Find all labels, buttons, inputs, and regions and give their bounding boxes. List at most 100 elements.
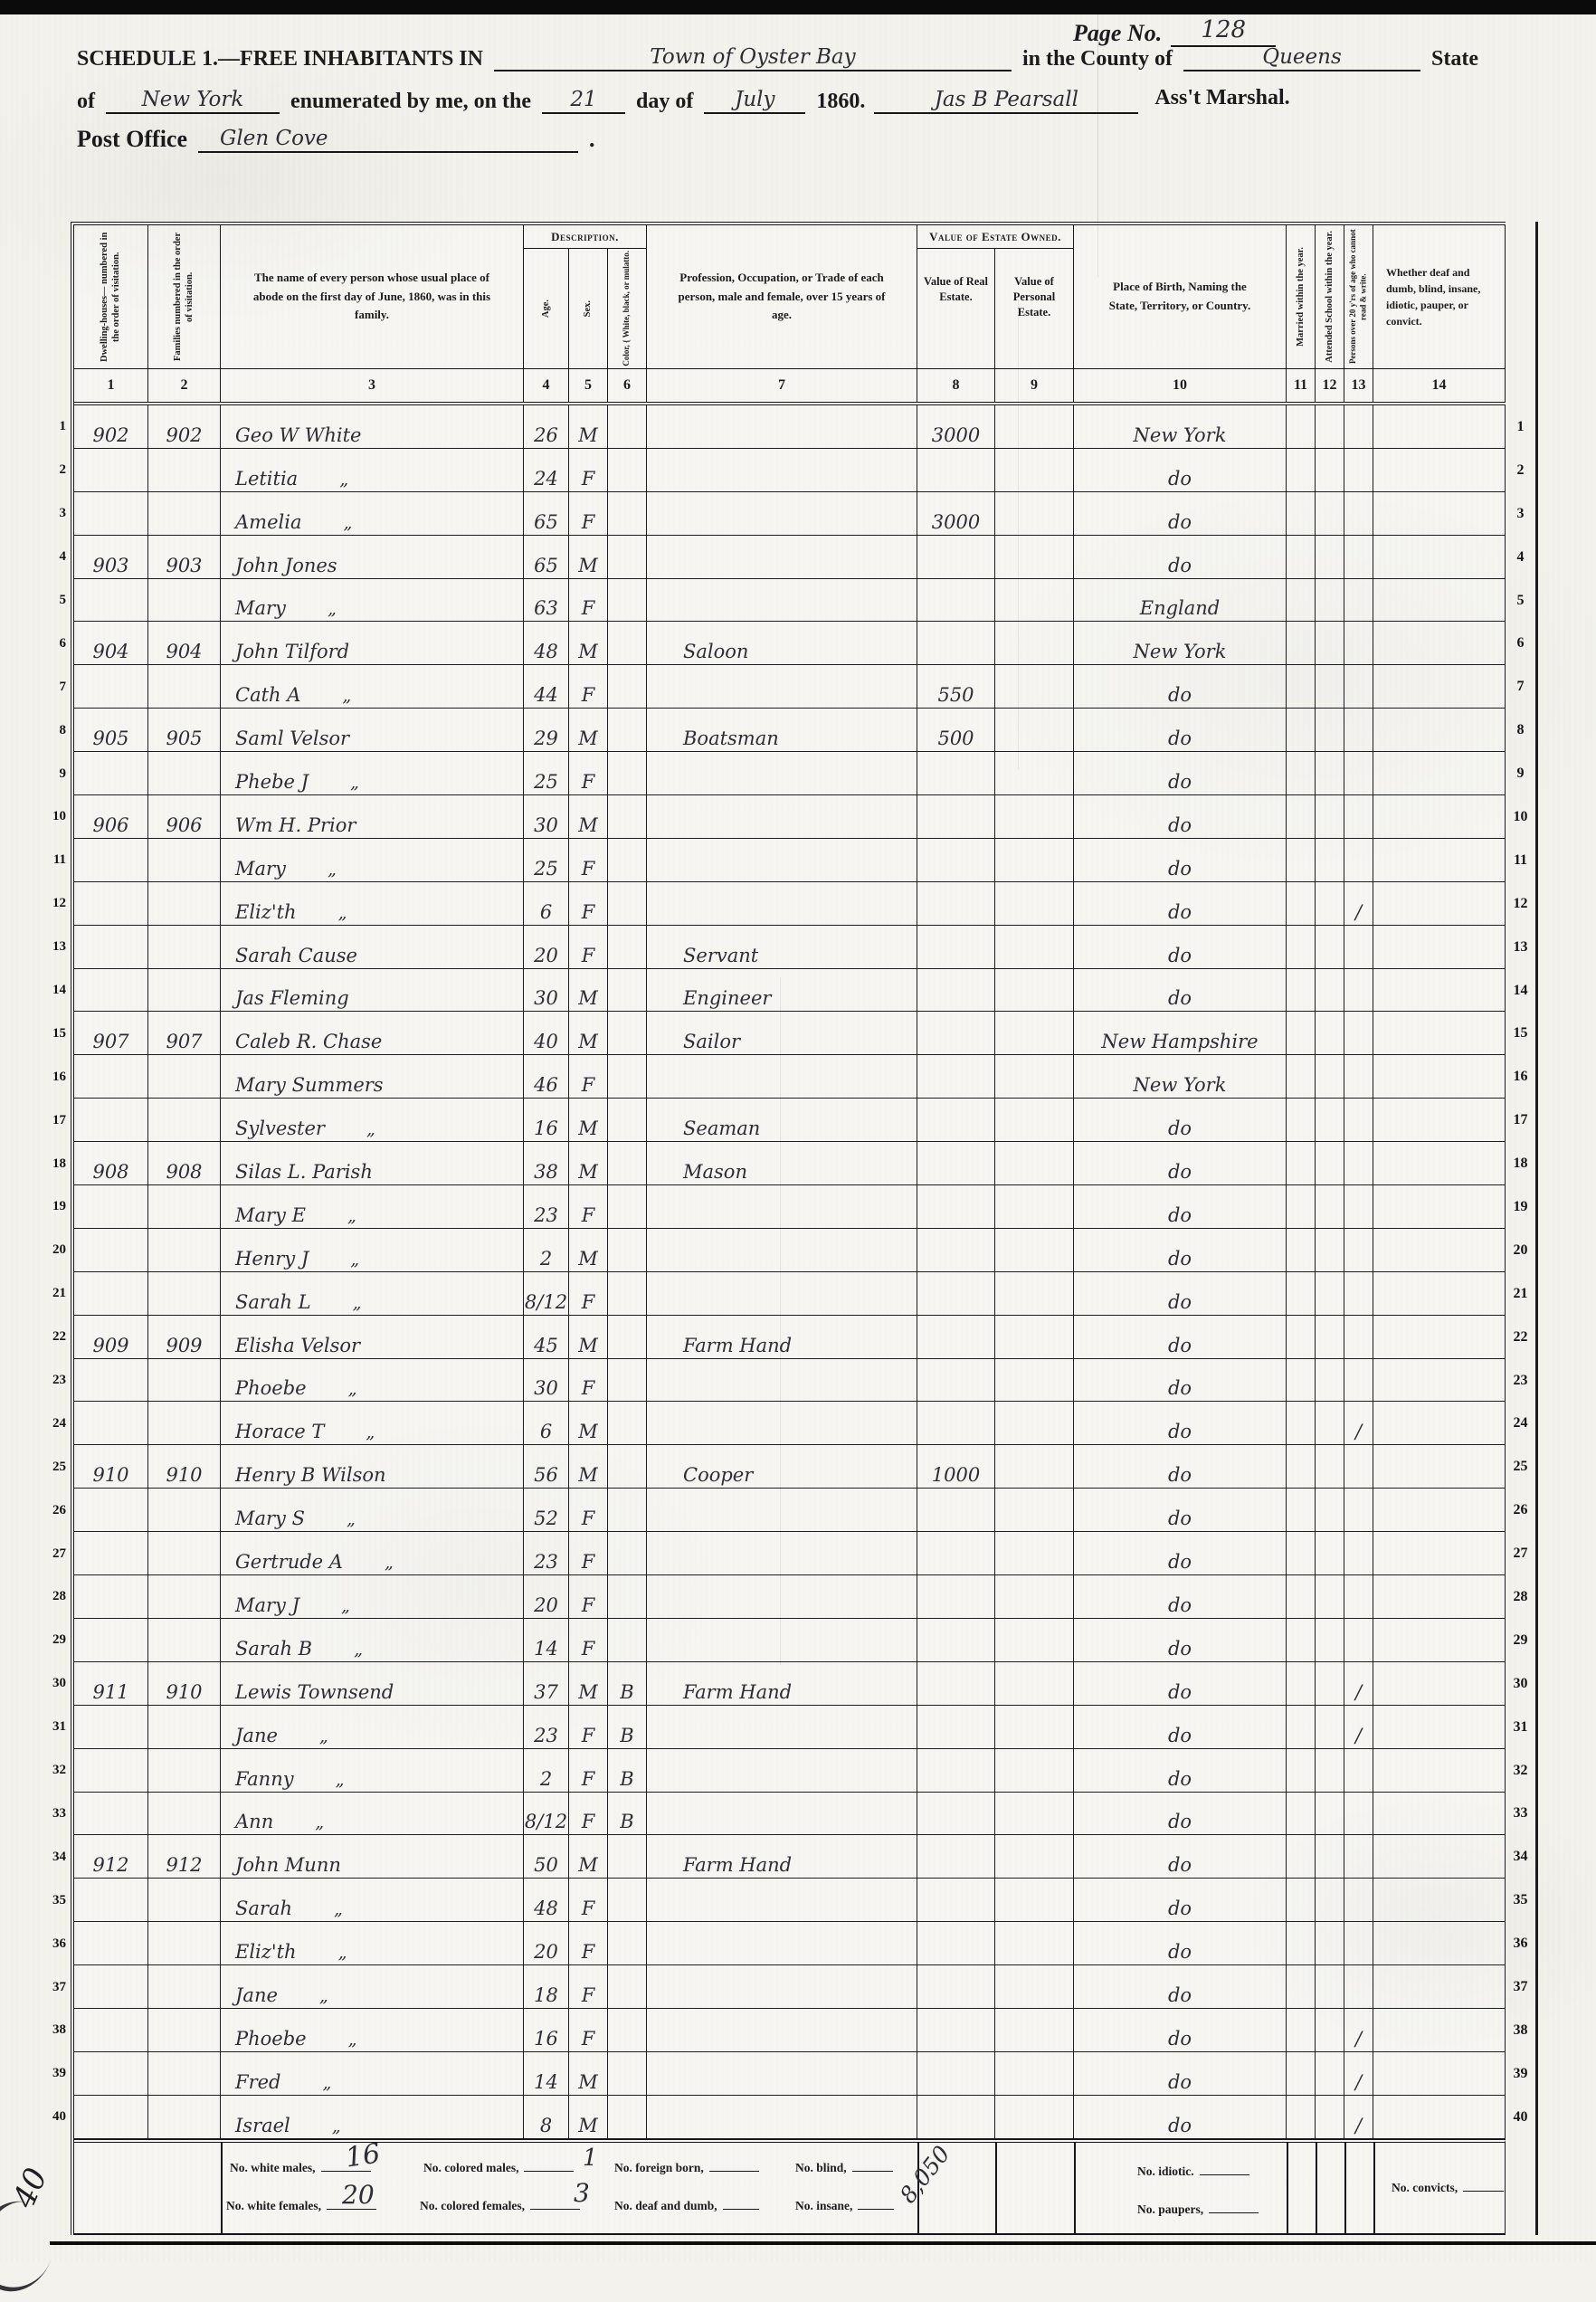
col-header-age: Age.	[524, 249, 569, 368]
person-name: Sarah	[235, 1898, 292, 1920]
cell-attended-school	[1316, 1402, 1344, 1445]
cell-dwelling-number: 912	[74, 1835, 148, 1879]
cell-family-number	[148, 1532, 221, 1575]
cell-dwelling-number	[74, 1965, 148, 2008]
cell-attended-school	[1316, 795, 1344, 838]
cell-age: 2	[524, 1228, 569, 1271]
cell-dwelling-number	[74, 2051, 148, 2095]
cell-attended-school	[1316, 665, 1344, 709]
table-row: 909 909 Elisha Velsor 45 M Farm Hand do	[74, 1315, 1506, 1359]
person-name: Caleb R. Chase	[235, 1031, 383, 1053]
cell-color: B	[608, 1748, 647, 1792]
ditto-mark: „	[339, 469, 349, 490]
table-header: Dwelling-houses— numbered in the order o…	[74, 225, 1506, 369]
row-number: 38	[1513, 2021, 1528, 2038]
cell-personal-estate-value	[995, 1228, 1074, 1271]
row-number: 16	[1513, 1069, 1528, 1085]
cell-remarks	[1373, 1012, 1506, 1055]
cell-married-in-year	[1287, 709, 1316, 752]
cell-occupation	[647, 838, 917, 881]
cell-name: Mary J „	[221, 1575, 524, 1618]
row-number: 23	[1513, 1372, 1528, 1388]
cell-cannot-read-write	[1344, 1315, 1373, 1358]
enumerated-label: enumerated by me, on the	[290, 90, 531, 113]
of-label: of	[77, 90, 95, 113]
table-row: Sylvester „ 16 M Seaman do	[74, 1099, 1506, 1143]
cell-age: 18	[524, 1965, 569, 2008]
cell-real-estate-value	[917, 1228, 995, 1271]
cell-married-in-year	[1287, 448, 1316, 491]
ditto-mark: „	[350, 773, 359, 794]
cell-age: 20	[524, 1575, 569, 1618]
ditto-mark: „	[331, 2116, 341, 2136]
row-number: 20	[1513, 1241, 1528, 1258]
cell-birthplace: do	[1074, 968, 1287, 1012]
schedule-title: Schedule 1.—Free Inhabitants in	[77, 47, 483, 71]
cell-name: Sarah Cause	[221, 925, 524, 968]
blank-line	[529, 2206, 580, 2210]
person-name: Phoebe	[235, 1377, 307, 1400]
cell-remarks	[1373, 1445, 1506, 1489]
cell-color	[608, 1228, 647, 1271]
cell-occupation: Mason	[647, 1142, 917, 1185]
col-header-color-text: Color, { White, black, or mulatto.	[622, 251, 632, 366]
cell-personal-estate-value	[995, 1402, 1074, 1445]
row-number: 36	[52, 1936, 66, 1951]
person-name: Mary S	[235, 1508, 305, 1530]
cell-age: 63	[524, 578, 569, 622]
row-number: 33	[1513, 1805, 1528, 1822]
cell-color: B	[608, 1705, 647, 1748]
row-number: 29	[1513, 1631, 1528, 1648]
cell-real-estate-value	[917, 2051, 995, 2095]
row-number: 8	[59, 722, 67, 737]
cell-family-number: 903	[148, 535, 221, 578]
census-table: Dwelling-houses— numbered in the order o…	[71, 222, 1506, 2235]
cell-cannot-read-write	[1344, 405, 1373, 448]
cell-cannot-read-write	[1344, 968, 1373, 1012]
col-num-3: 3	[221, 369, 524, 402]
cell-name: Geo W White	[221, 405, 524, 448]
col-header-school: Attended School within the year.	[1316, 225, 1344, 368]
row-number: 6	[1516, 635, 1525, 652]
totals-divider	[917, 2142, 919, 2233]
cell-family-number	[148, 752, 221, 795]
col-header-age-text: Age.	[540, 299, 551, 319]
cell-sex: M	[569, 968, 608, 1012]
cell-real-estate-value	[917, 838, 995, 881]
col-num-6: 6	[608, 369, 647, 402]
row-number: 5	[59, 593, 67, 607]
cell-name: Israel „	[221, 2095, 524, 2138]
cell-name: Sarah „	[221, 1879, 524, 1922]
cell-married-in-year	[1287, 1965, 1316, 2008]
cell-attended-school	[1316, 2095, 1344, 2138]
cell-remarks	[1373, 1271, 1506, 1315]
row-number: 37	[52, 1979, 66, 1994]
state-label: State	[1431, 47, 1478, 71]
cell-dwelling-number	[74, 968, 148, 1012]
cell-remarks	[1373, 578, 1506, 622]
col-num-12: 12	[1316, 369, 1344, 402]
cell-cannot-read-write	[1344, 665, 1373, 709]
cell-remarks	[1373, 1055, 1506, 1099]
cell-attended-school	[1316, 1271, 1344, 1315]
cell-sex: F	[569, 1055, 608, 1099]
cell-occupation	[647, 665, 917, 709]
cell-name: Mary E „	[221, 1185, 524, 1228]
cell-family-number: 902	[148, 405, 221, 448]
cell-remarks	[1373, 448, 1506, 491]
cell-occupation	[647, 1055, 917, 1099]
row-number: 37	[1513, 1979, 1528, 1994]
cell-family-number	[148, 1402, 221, 1445]
cell-name: Eliz'th „	[221, 881, 524, 925]
cell-real-estate-value	[917, 1922, 995, 1965]
cell-color	[608, 1315, 647, 1358]
row-number: 19	[1513, 1198, 1528, 1214]
cell-sex: F	[569, 1185, 608, 1228]
cell-sex: F	[569, 1879, 608, 1922]
row-number: 25	[1513, 1459, 1528, 1475]
blank-line	[1199, 2172, 1249, 2175]
cell-occupation: Servant	[647, 925, 917, 968]
cell-occupation: Sailor	[647, 1012, 917, 1055]
cell-sex: F	[569, 1618, 608, 1661]
